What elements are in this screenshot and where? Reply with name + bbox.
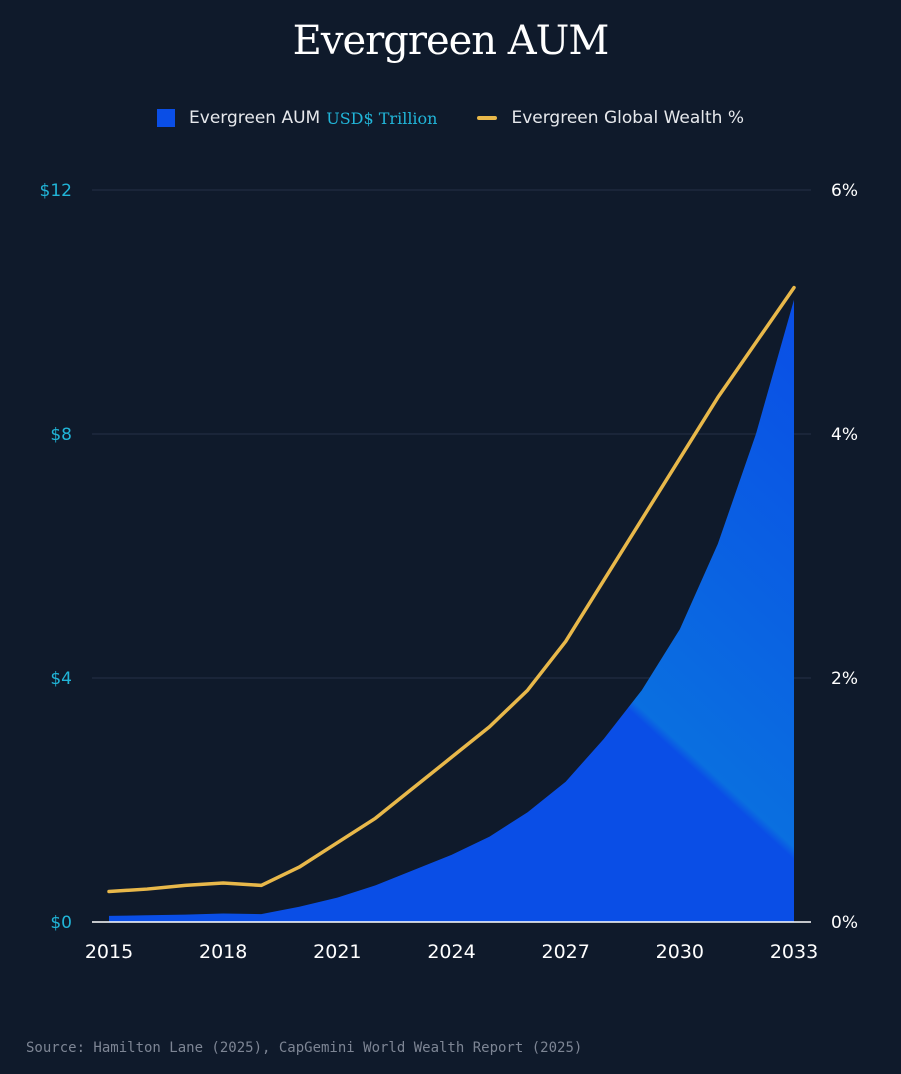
y-right-tick-label: 6% xyxy=(831,181,858,201)
wealth-line-series xyxy=(107,285,796,894)
x-tick-label: 2033 xyxy=(770,941,818,963)
y-left-tick-label: $8 xyxy=(50,425,72,445)
y-right-tick-label: 4% xyxy=(831,425,858,445)
x-tick-label: 2024 xyxy=(427,941,475,963)
y-left-tick-label: $0 xyxy=(50,913,72,933)
wealth-swatch xyxy=(477,116,498,120)
legend-item-wealth: Evergreen Global Wealth % xyxy=(477,108,744,128)
legend-aum-label: Evergreen AUM xyxy=(189,108,321,128)
x-tick-label: 2015 xyxy=(85,941,133,963)
legend-item-aum: Evergreen AUM USD$ Trillion xyxy=(157,108,437,128)
y-right-tick-label: 2% xyxy=(831,669,858,689)
y-left-tick-label: $4 xyxy=(50,669,72,689)
aum-swatch xyxy=(157,109,176,127)
y-left-tick-label: $12 xyxy=(40,181,72,201)
x-tick-label: 2021 xyxy=(313,941,361,963)
chart-legend: Evergreen AUM USD$ Trillion Evergreen Gl… xyxy=(0,108,901,128)
x-tick-label: 2027 xyxy=(541,941,589,963)
y-right-tick-label: 0% xyxy=(831,913,858,933)
source-note: Source: Hamilton Lane (2025), CapGemini … xyxy=(26,1040,583,1056)
legend-aum-unit: USD$ Trillion xyxy=(326,108,438,128)
x-tick-label: 2018 xyxy=(199,941,247,963)
aum-area-series xyxy=(109,299,794,922)
chart-title: Evergreen AUM xyxy=(292,18,610,64)
legend-wealth-label: Evergreen Global Wealth % xyxy=(511,108,744,128)
x-tick-label: 2030 xyxy=(656,941,704,963)
